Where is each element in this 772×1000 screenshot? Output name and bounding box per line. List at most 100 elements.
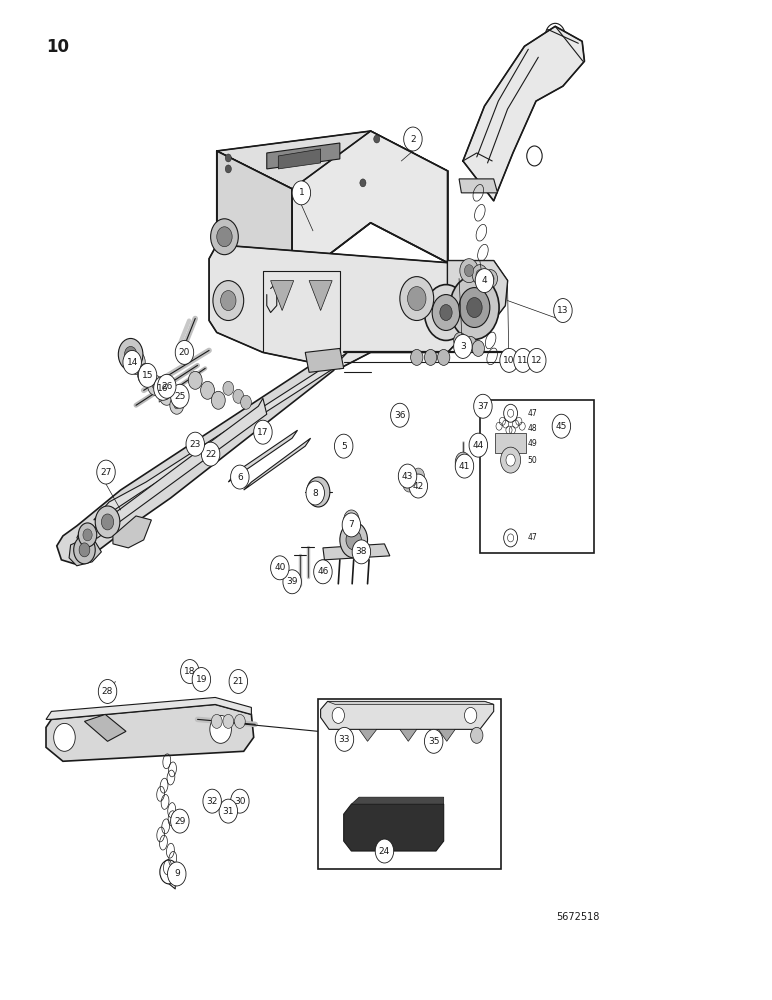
Circle shape [186, 432, 205, 456]
Circle shape [138, 363, 157, 387]
Circle shape [221, 291, 236, 311]
Text: 46: 46 [317, 567, 329, 576]
Text: 45: 45 [556, 422, 567, 431]
Circle shape [432, 295, 460, 330]
Circle shape [455, 452, 471, 472]
Text: 16: 16 [157, 384, 168, 393]
Circle shape [552, 414, 571, 438]
Circle shape [171, 809, 189, 833]
Circle shape [465, 336, 477, 352]
Circle shape [425, 729, 443, 753]
Circle shape [391, 403, 409, 427]
Circle shape [375, 839, 394, 863]
Polygon shape [244, 438, 310, 490]
Circle shape [157, 374, 176, 398]
Circle shape [306, 481, 324, 505]
Text: 6: 6 [237, 473, 242, 482]
Text: 10: 10 [503, 356, 515, 365]
Circle shape [171, 384, 189, 408]
Circle shape [254, 420, 273, 444]
Circle shape [545, 23, 565, 49]
Circle shape [201, 442, 220, 466]
Circle shape [487, 274, 494, 283]
Text: 48: 48 [527, 424, 537, 433]
Polygon shape [93, 352, 347, 520]
Circle shape [342, 513, 361, 537]
Polygon shape [279, 149, 320, 169]
Polygon shape [69, 540, 101, 566]
Circle shape [403, 476, 415, 492]
Text: 41: 41 [459, 462, 470, 471]
Circle shape [352, 540, 371, 564]
Circle shape [313, 560, 332, 584]
Circle shape [550, 30, 560, 42]
Circle shape [147, 375, 163, 395]
Circle shape [340, 522, 367, 558]
Circle shape [527, 348, 546, 372]
Circle shape [346, 530, 361, 550]
Circle shape [210, 715, 232, 743]
Text: 2: 2 [410, 135, 416, 144]
Text: 19: 19 [195, 675, 207, 684]
Circle shape [188, 371, 202, 389]
Text: 20: 20 [179, 348, 190, 357]
Text: 26: 26 [161, 382, 172, 391]
Text: 14: 14 [127, 358, 138, 367]
Bar [495, 433, 526, 453]
Circle shape [118, 338, 143, 370]
Circle shape [319, 565, 327, 575]
Circle shape [500, 447, 520, 473]
Text: 18: 18 [184, 667, 195, 676]
Circle shape [425, 285, 468, 340]
Circle shape [454, 332, 466, 348]
Circle shape [201, 381, 215, 399]
Text: 36: 36 [394, 411, 405, 420]
Circle shape [124, 346, 137, 362]
Circle shape [335, 727, 354, 751]
Text: 12: 12 [531, 356, 543, 365]
Text: 8: 8 [313, 489, 318, 498]
Circle shape [472, 265, 488, 285]
Circle shape [425, 349, 437, 365]
Text: 31: 31 [222, 807, 234, 816]
Text: 29: 29 [174, 817, 185, 826]
Circle shape [332, 707, 344, 723]
Circle shape [471, 727, 483, 743]
Text: 42: 42 [413, 482, 424, 491]
Polygon shape [459, 179, 497, 193]
Polygon shape [448, 261, 507, 320]
Circle shape [212, 391, 225, 409]
Circle shape [229, 670, 248, 693]
Text: 44: 44 [472, 441, 484, 450]
Polygon shape [400, 729, 417, 741]
Polygon shape [217, 151, 292, 283]
Circle shape [484, 270, 497, 288]
Polygon shape [271, 281, 293, 311]
Circle shape [54, 723, 75, 751]
Circle shape [404, 127, 422, 151]
Circle shape [137, 363, 154, 385]
Text: 50: 50 [527, 456, 537, 465]
Text: 17: 17 [257, 428, 269, 437]
Text: 1: 1 [299, 188, 304, 197]
Circle shape [152, 381, 158, 389]
Polygon shape [438, 729, 455, 741]
Circle shape [143, 370, 150, 379]
Text: 47: 47 [527, 409, 537, 418]
Polygon shape [209, 245, 459, 368]
Polygon shape [292, 131, 448, 283]
Circle shape [465, 707, 477, 723]
Circle shape [499, 348, 518, 372]
Circle shape [360, 179, 366, 187]
Text: 22: 22 [205, 450, 216, 459]
Text: 33: 33 [339, 735, 350, 744]
Polygon shape [76, 398, 267, 542]
Polygon shape [46, 697, 252, 719]
Circle shape [241, 395, 252, 409]
Polygon shape [359, 729, 377, 741]
Circle shape [450, 276, 499, 339]
Circle shape [554, 299, 572, 322]
Circle shape [283, 570, 301, 594]
Circle shape [469, 433, 488, 457]
Circle shape [203, 789, 222, 813]
